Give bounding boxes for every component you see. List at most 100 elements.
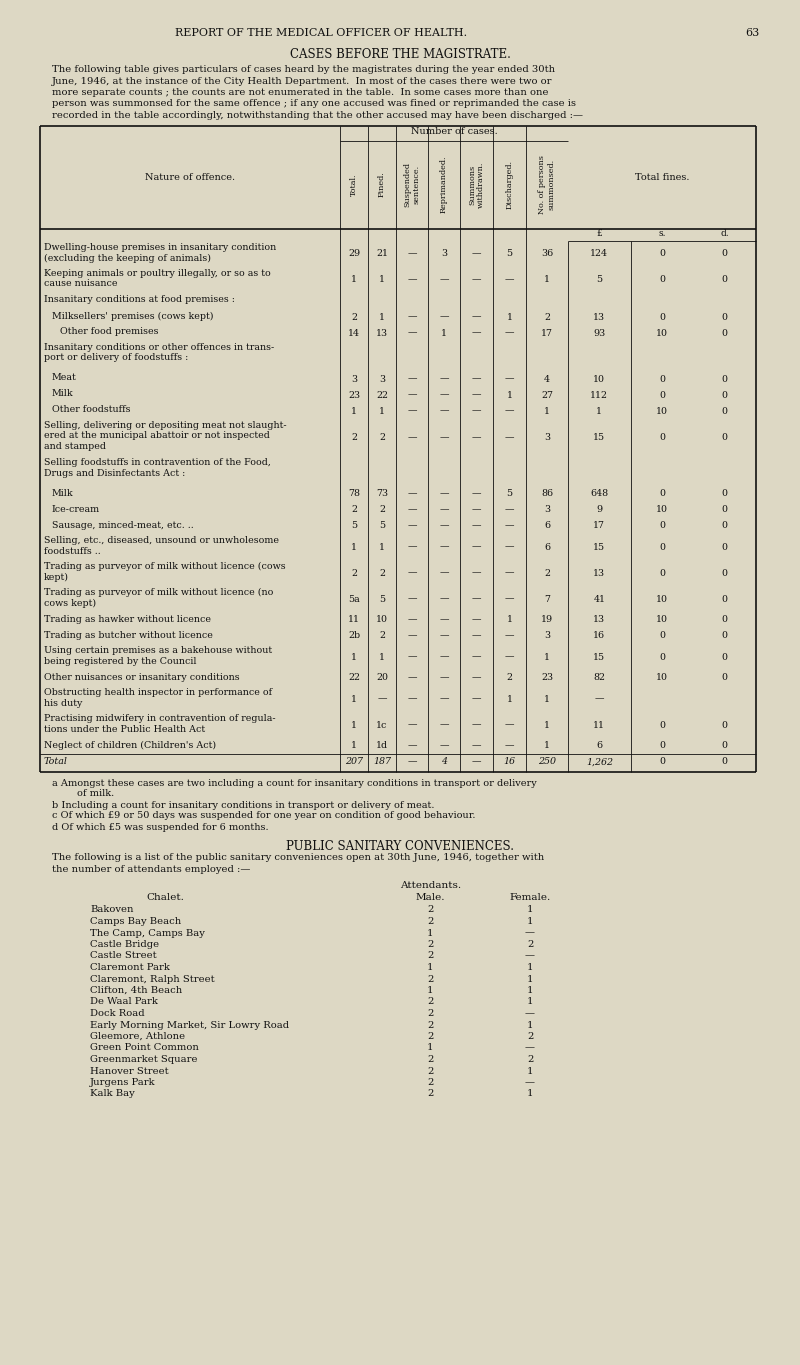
Text: —: —: [472, 374, 482, 384]
Text: —: —: [472, 276, 482, 284]
Text: 2: 2: [544, 313, 550, 322]
Text: —: —: [407, 673, 417, 682]
Text: —: —: [407, 695, 417, 703]
Text: 10: 10: [656, 616, 668, 625]
Text: —: —: [439, 374, 449, 384]
Text: —: —: [407, 758, 417, 767]
Text: Green Point Common: Green Point Common: [90, 1043, 199, 1052]
Text: recorded in the table accordingly, notwithstanding that the other accused may ha: recorded in the table accordingly, notwi…: [52, 111, 583, 120]
Text: 41: 41: [594, 595, 606, 603]
Text: —: —: [407, 568, 417, 577]
Text: 0: 0: [722, 490, 728, 498]
Text: b Including a count for insanitary conditions in transport or delivery of meat.: b Including a count for insanitary condi…: [52, 800, 434, 809]
Text: Selling, etc., diseased, unsound or unwholesome: Selling, etc., diseased, unsound or unwh…: [44, 536, 279, 545]
Text: —: —: [505, 595, 514, 603]
Text: 0: 0: [722, 505, 728, 515]
Text: —: —: [407, 741, 417, 751]
Text: person was summonsed for the same offence ; if any one accused was fined or repr: person was summonsed for the same offenc…: [52, 100, 576, 108]
Text: 10: 10: [594, 374, 606, 384]
Text: 0: 0: [722, 652, 728, 662]
Text: 4: 4: [544, 374, 550, 384]
Text: 16: 16: [594, 632, 606, 640]
Text: —: —: [594, 695, 604, 703]
Text: Claremont Park: Claremont Park: [90, 962, 170, 972]
Text: 2: 2: [527, 1055, 533, 1063]
Text: d.: d.: [720, 229, 729, 239]
Text: 648: 648: [590, 490, 608, 498]
Text: 23: 23: [348, 390, 360, 400]
Text: 0: 0: [722, 313, 728, 322]
Text: 13: 13: [376, 329, 388, 337]
Text: —: —: [378, 695, 386, 703]
Text: 1: 1: [441, 329, 447, 337]
Text: —: —: [439, 741, 449, 751]
Text: 2: 2: [544, 568, 550, 577]
Text: Clifton, 4th Beach: Clifton, 4th Beach: [90, 986, 182, 995]
Text: —: —: [505, 433, 514, 442]
Text: Bakoven: Bakoven: [90, 905, 134, 915]
Text: 2: 2: [527, 940, 533, 949]
Text: —: —: [407, 721, 417, 729]
Text: 10: 10: [656, 595, 668, 603]
Text: —: —: [407, 632, 417, 640]
Text: Greenmarket Square: Greenmarket Square: [90, 1055, 198, 1063]
Text: 3: 3: [441, 250, 447, 258]
Text: 112: 112: [590, 390, 608, 400]
Text: his duty: his duty: [44, 699, 82, 707]
Text: 0: 0: [722, 542, 728, 551]
Text: 1: 1: [526, 917, 534, 925]
Text: 1,262: 1,262: [586, 758, 613, 767]
Text: —: —: [439, 595, 449, 603]
Text: c Of which £9 or 50 days was suspended for one year on condition of good behavio: c Of which £9 or 50 days was suspended f…: [52, 812, 475, 820]
Text: —: —: [472, 313, 482, 322]
Text: —: —: [505, 568, 514, 577]
Text: —: —: [505, 407, 514, 415]
Text: —: —: [472, 758, 482, 767]
Text: —: —: [407, 276, 417, 284]
Text: 5: 5: [506, 490, 513, 498]
Text: —: —: [407, 652, 417, 662]
Text: 23: 23: [541, 673, 553, 682]
Text: Number of cases.: Number of cases.: [410, 127, 498, 136]
Text: Nature of offence.: Nature of offence.: [145, 172, 235, 182]
Text: 10: 10: [656, 505, 668, 515]
Text: 15: 15: [594, 542, 606, 551]
Text: Castle Bridge: Castle Bridge: [90, 940, 159, 949]
Text: Dock Road: Dock Road: [90, 1009, 145, 1018]
Text: 82: 82: [594, 673, 606, 682]
Text: 2: 2: [427, 975, 433, 984]
Text: 5a: 5a: [348, 595, 360, 603]
Text: Trading as purveyor of milk without licence (no: Trading as purveyor of milk without lice…: [44, 588, 274, 597]
Text: 1: 1: [506, 616, 513, 625]
Text: —: —: [525, 928, 535, 938]
Text: —: —: [472, 521, 482, 531]
Text: 6: 6: [596, 741, 602, 751]
Text: 1: 1: [596, 407, 602, 415]
Text: 9: 9: [596, 505, 602, 515]
Text: 1: 1: [526, 1021, 534, 1029]
Text: 0: 0: [659, 490, 665, 498]
Text: 0: 0: [659, 741, 665, 751]
Text: Milk: Milk: [52, 489, 74, 497]
Text: 1: 1: [426, 928, 434, 938]
Text: 1: 1: [526, 962, 534, 972]
Text: 5: 5: [596, 276, 602, 284]
Text: port or delivery of foodstuffs :: port or delivery of foodstuffs :: [44, 354, 188, 363]
Text: 5: 5: [379, 595, 385, 603]
Text: 0: 0: [722, 568, 728, 577]
Text: —: —: [472, 250, 482, 258]
Text: Milksellers' premises (cows kept): Milksellers' premises (cows kept): [52, 311, 214, 321]
Text: —: —: [505, 329, 514, 337]
Text: 10: 10: [376, 616, 388, 625]
Text: Total fines.: Total fines.: [634, 172, 690, 182]
Text: 1: 1: [379, 652, 385, 662]
Text: 3: 3: [351, 374, 357, 384]
Text: 1c: 1c: [376, 721, 388, 729]
Text: 13: 13: [594, 616, 606, 625]
Text: Other nuisances or insanitary conditions: Other nuisances or insanitary conditions: [44, 673, 240, 681]
Text: 0: 0: [659, 390, 665, 400]
Text: Total: Total: [44, 756, 68, 766]
Text: Milk: Milk: [52, 389, 74, 399]
Text: —: —: [439, 390, 449, 400]
Text: 1: 1: [544, 721, 550, 729]
